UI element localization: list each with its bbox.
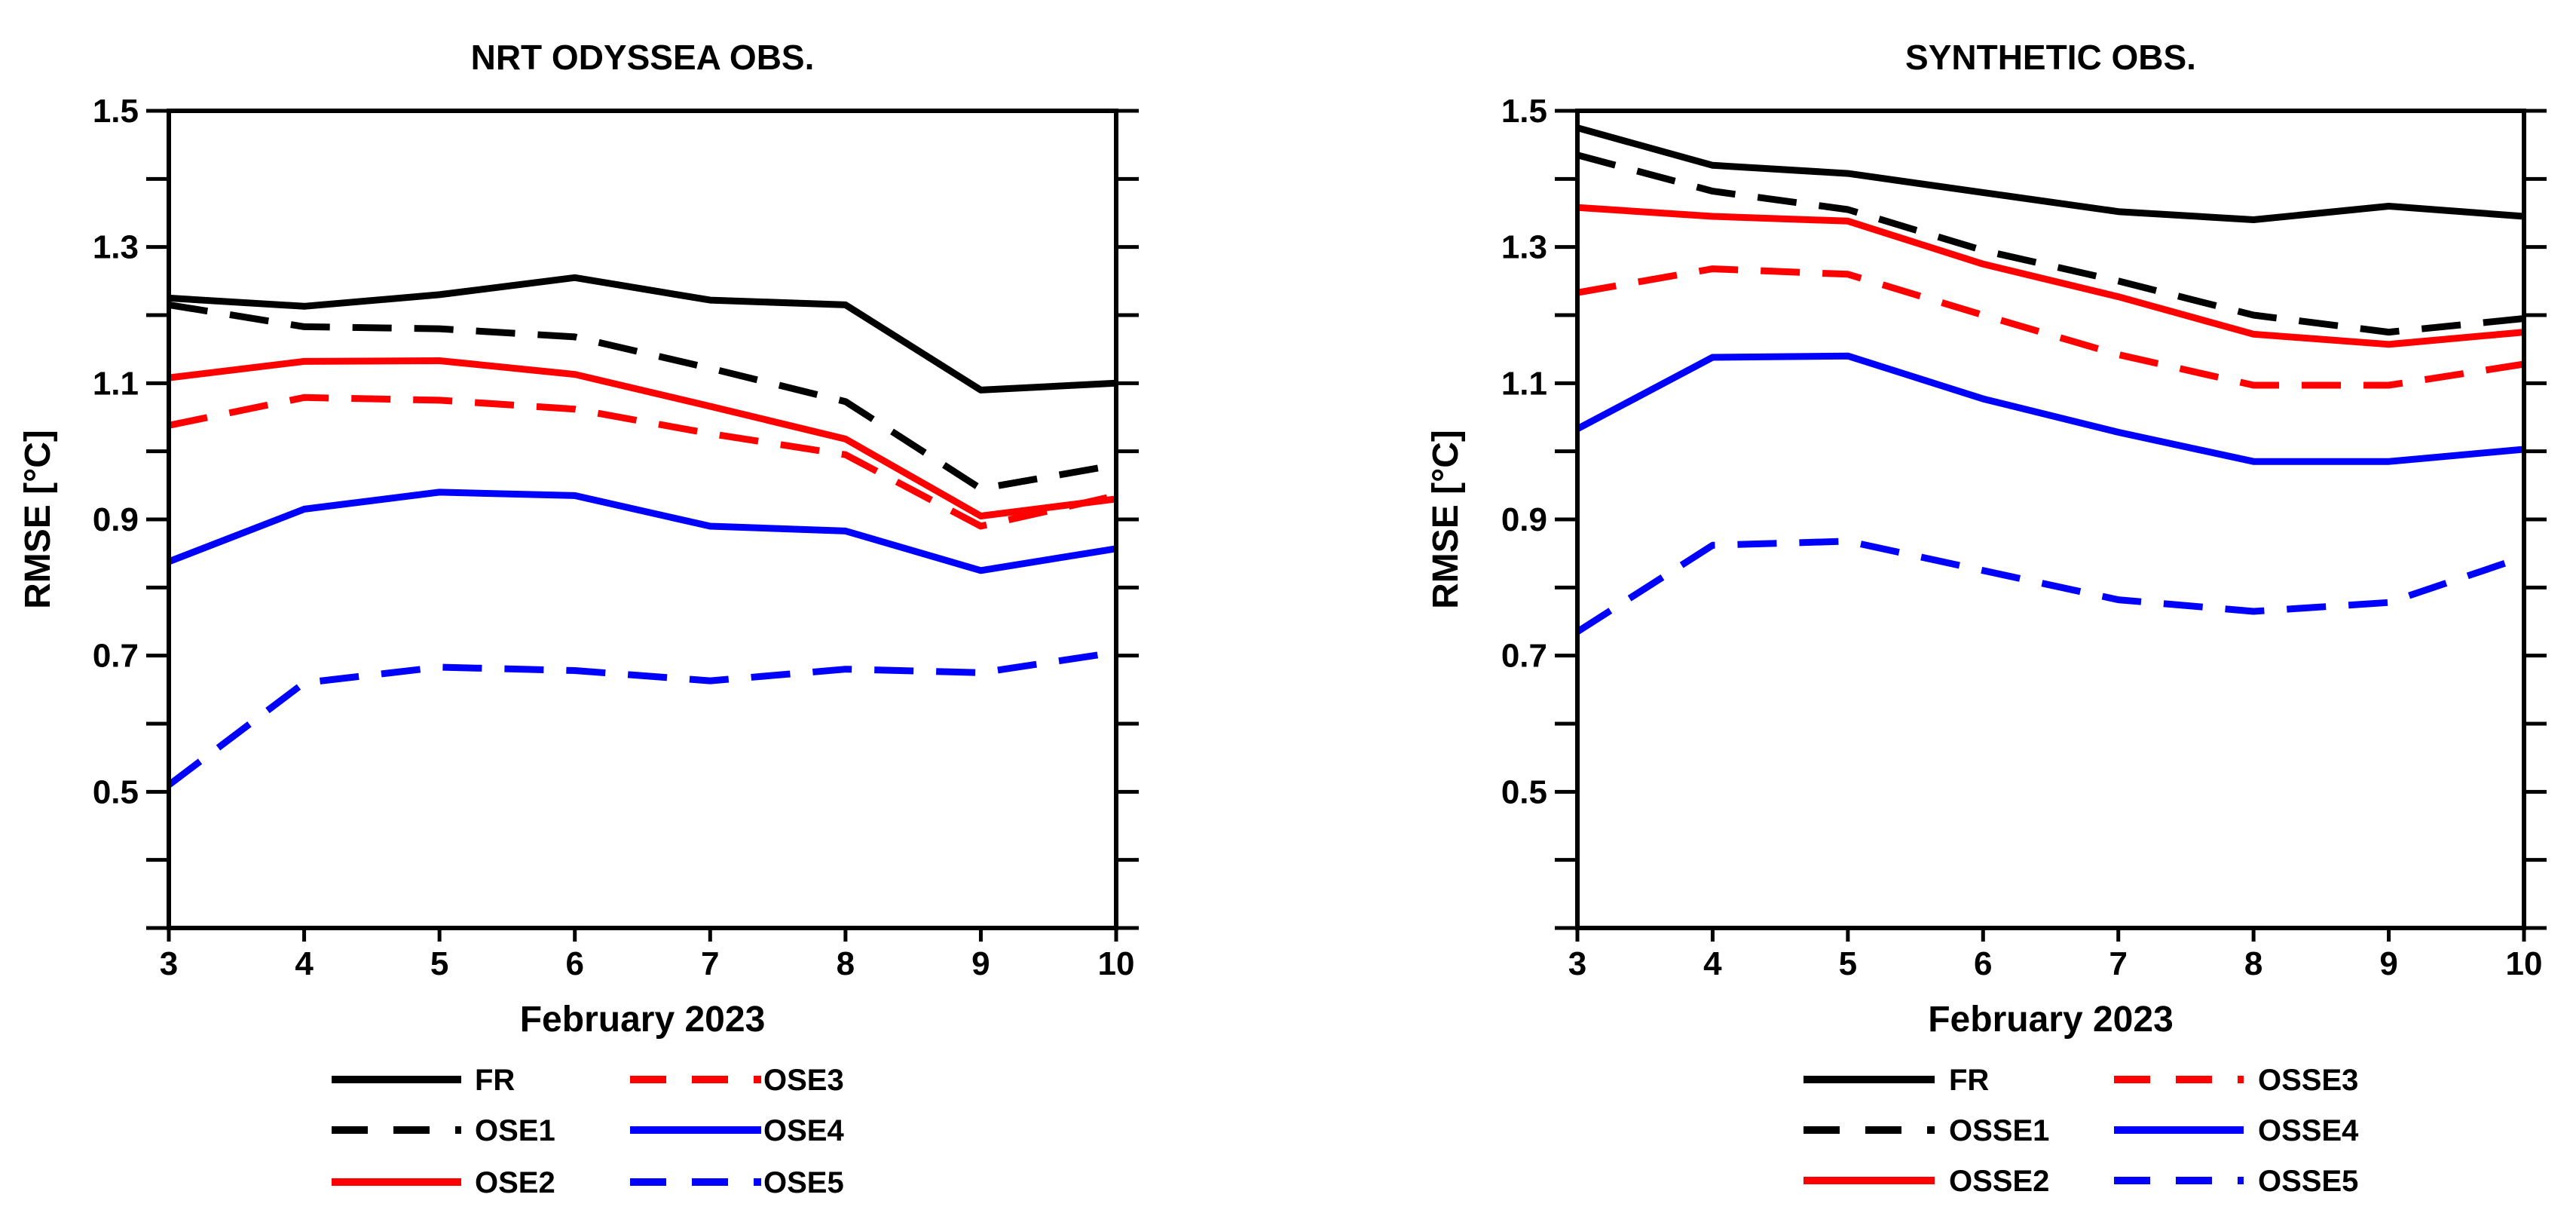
chart-title: SYNTHETIC OBS.	[1905, 38, 2196, 77]
x-tick-label: 3	[160, 945, 178, 982]
series-line-osse5	[1575, 537, 2526, 635]
x-tick-label: 8	[837, 945, 855, 982]
x-tick-label: 9	[2379, 945, 2397, 982]
x-tick-label: 3	[1568, 945, 1586, 982]
series-line-osse3	[1577, 265, 2525, 389]
y-tick-label: 1.1	[1501, 365, 1547, 402]
legend-label-ose4: OSE4	[763, 1114, 844, 1147]
chart-panel-1: NRT ODYSSEA OBS. 0.5 0.7 0.9 1.1 1.3 1.5 3 4 5 6 7 8…	[18, 38, 1139, 1199]
legend-label-osse1: OSSE1	[1949, 1114, 2049, 1147]
legend-label-osse5: OSSE5	[2258, 1165, 2358, 1198]
x-tick-label: 10	[1098, 945, 1135, 982]
series-line-ose3	[168, 394, 1117, 530]
y-tick-label: 1.3	[93, 229, 139, 266]
legend-label-osse2: OSSE2	[1949, 1165, 2049, 1198]
legend-label-fr: FR	[475, 1064, 515, 1097]
y-tick-label: 0.9	[1501, 501, 1547, 538]
chart-panel-2: SYNTHETIC OBS. 0.5 0.7 0.9 1.1 1.3 1.5 3 4 5 6 7 8 9 1…	[1426, 38, 2547, 1198]
series-line-fr	[168, 274, 1117, 394]
legend-label-fr: FR	[1949, 1064, 1989, 1097]
series-line-osse4	[1575, 352, 2525, 465]
legend: FR OSE1 OSE2 OSE3 OSE4 OSE5	[332, 1064, 844, 1199]
series-line-fr	[1576, 124, 2525, 223]
y-tick-label: 0.5	[1501, 773, 1547, 810]
series-line-osse1	[1576, 152, 2525, 336]
x-tick-label: 7	[701, 945, 719, 982]
legend-label-osse4: OSSE4	[2258, 1114, 2359, 1147]
y-axis-label: RMSE [°C]	[1426, 430, 1466, 609]
legend-label-osse3: OSSE3	[2258, 1064, 2358, 1097]
series-line-ose4	[167, 488, 1117, 574]
y-tick-label: 0.9	[93, 501, 139, 538]
y-tick-label: 1.1	[93, 365, 139, 402]
x-tick-label: 7	[2109, 945, 2127, 982]
y-tick-label: 0.7	[93, 638, 139, 675]
y-tick-label: 0.7	[1501, 638, 1547, 675]
y-tick-label: 1.5	[93, 93, 139, 130]
legend-label-ose5: OSE5	[763, 1166, 844, 1199]
x-tick-label: 4	[295, 945, 314, 982]
y-axis-label: RMSE [°C]	[18, 430, 58, 609]
y-tick-label: 1.5	[1501, 93, 1547, 130]
x-tick-label: 4	[1703, 945, 1722, 982]
y-tick-label: 0.5	[93, 773, 139, 810]
x-tick-label: 9	[971, 945, 990, 982]
chart-title: NRT ODYSSEA OBS.	[471, 38, 815, 77]
series-line-ose1	[168, 301, 1117, 492]
x-axis-label: February 2023	[1928, 1000, 2174, 1040]
x-tick-label: 6	[565, 945, 583, 982]
series-line-ose5	[167, 648, 1117, 788]
x-tick-label: 8	[2244, 945, 2262, 982]
y-tick-label: 1.3	[1501, 229, 1547, 266]
legend-label-ose1: OSE1	[475, 1114, 555, 1147]
x-tick-label: 5	[430, 945, 448, 982]
legend-label-ose3: OSE3	[763, 1064, 844, 1097]
x-tick-label: 5	[1839, 945, 1857, 982]
legend-label-ose2: OSE2	[475, 1166, 555, 1199]
x-axis-label: February 2023	[520, 1000, 766, 1040]
legend: FR OSSE1 OSSE2 OSSE3 OSSE4 OSSE5	[1804, 1064, 2359, 1198]
series-line-osse2	[1577, 204, 2525, 348]
series-line-ose2	[168, 357, 1117, 519]
x-tick-label: 6	[1974, 945, 1992, 982]
axes-frame	[1575, 109, 2526, 930]
x-tick-label: 10	[2506, 945, 2543, 982]
